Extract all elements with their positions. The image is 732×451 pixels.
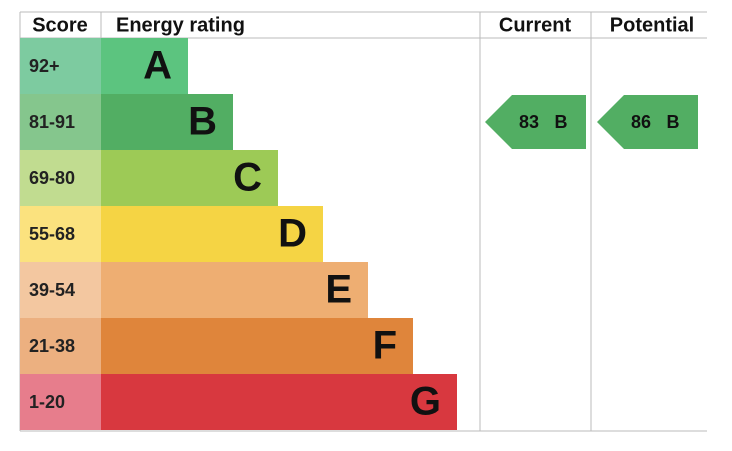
rating-bar [101,38,188,94]
rating-bar [101,318,413,374]
potential-value: 86 [631,112,651,132]
rating-bar [101,94,233,150]
potential-arrow [597,95,698,149]
header-current: Current [499,14,572,36]
score-cell [20,150,101,206]
band-letter: G [410,380,441,424]
header-potential: Potential [610,14,694,36]
score-label: 1-20 [29,392,65,412]
header-score: Score [32,14,88,36]
rating-bar [101,206,323,262]
score-cell [20,374,101,430]
score-cell [20,262,101,318]
rating-bar [101,374,457,430]
score-label: 69-80 [29,168,75,188]
band-letter: A [143,44,172,88]
current-arrow [485,95,586,149]
current-band: B [555,112,568,132]
header-rating: Energy rating [116,14,245,36]
score-label: 81-91 [29,112,75,132]
score-label: 21-38 [29,336,75,356]
score-cell [20,318,101,374]
score-label: 55-68 [29,224,75,244]
band-letter: D [278,212,307,256]
score-cell [20,206,101,262]
band-letter: B [188,100,217,144]
score-cell [20,94,101,150]
band-letter: E [325,268,352,312]
current-value: 83 [519,112,539,132]
rating-bar [101,150,278,206]
score-label: 92+ [29,56,60,76]
rating-bar [101,262,368,318]
score-label: 39-54 [29,280,75,300]
band-letter: C [233,156,262,200]
potential-band: B [667,112,680,132]
score-cell [20,38,101,94]
band-letter: F [373,324,397,368]
